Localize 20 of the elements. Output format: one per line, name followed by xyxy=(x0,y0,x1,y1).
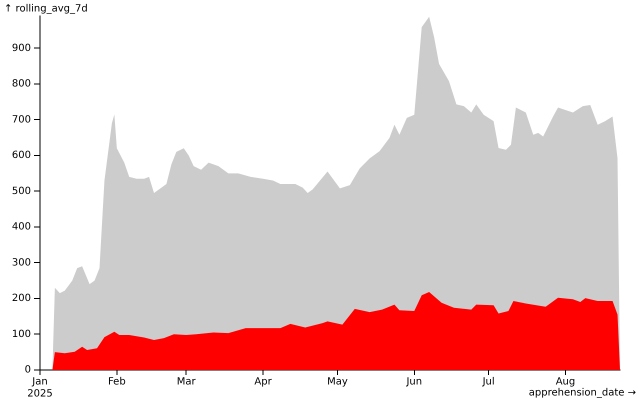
x-tick-label: Mar xyxy=(176,376,197,388)
y-tick-label: 800 xyxy=(12,78,31,90)
x-tick-label: May xyxy=(327,376,348,388)
y-tick-label: 300 xyxy=(12,257,31,268)
x-tick-label: Aug xyxy=(556,376,576,388)
y-tick-label: 900 xyxy=(12,42,31,54)
y-tick-label: 700 xyxy=(12,114,31,126)
y-axis-title: ↑ rolling_avg_7d xyxy=(4,4,88,15)
x-tick-label: Jul xyxy=(482,376,495,388)
x-tick-label: Jan 2025 xyxy=(27,376,53,400)
x-axis-title: apprehension_date → xyxy=(528,388,636,399)
y-tick-label: 200 xyxy=(12,293,31,304)
y-tick-label: 0 xyxy=(24,364,31,376)
x-tick-label: Feb xyxy=(108,376,126,388)
y-tick-label: 100 xyxy=(12,328,31,340)
y-tick-label: 400 xyxy=(12,222,31,233)
y-tick-label: 600 xyxy=(12,150,31,162)
x-tick-label: Apr xyxy=(254,376,273,388)
y-tick-label: 500 xyxy=(12,186,31,197)
x-tick-label: Jun xyxy=(405,376,422,388)
